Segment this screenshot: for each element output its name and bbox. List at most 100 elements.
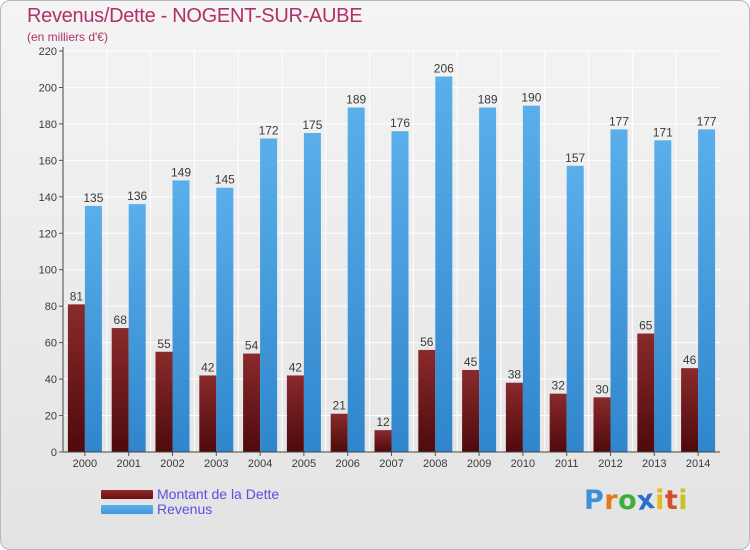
x-tick-label-2001: 2001	[116, 458, 140, 470]
labels-layer: 81 135 68 136 55 149 42 145 54 172 42 175 21 189 12 176…	[70, 62, 717, 430]
data-label-dette-2001: 68	[114, 313, 128, 327]
x-tick-label-2011: 2011	[555, 458, 579, 470]
bar-revenus-2012	[610, 129, 628, 453]
y-tick-label: 60	[45, 338, 57, 350]
y-tick-label: 140	[39, 192, 57, 204]
logo-letter: r	[604, 485, 619, 516]
legend-swatch-revenus	[101, 505, 153, 514]
data-label-revenus-2006: 189	[346, 93, 366, 107]
x-tick-label-2013: 2013	[642, 458, 666, 470]
data-label-revenus-2008: 206	[434, 62, 454, 76]
x-tick-label-2008: 2008	[423, 458, 447, 470]
data-label-revenus-2014: 177	[697, 114, 717, 128]
data-label-revenus-2011: 157	[565, 151, 585, 165]
data-label-revenus-2003: 145	[215, 173, 235, 187]
x-tick-label-2002: 2002	[160, 458, 184, 470]
bar-revenus-2005	[303, 133, 321, 453]
data-label-dette-2006: 21	[333, 399, 347, 413]
data-label-dette-2007: 12	[376, 415, 390, 429]
bar-dette-2009	[462, 369, 480, 452]
y-tick-label: 20	[45, 411, 57, 423]
x-tick-label-2010: 2010	[511, 458, 535, 470]
bar-dette-2003	[199, 375, 217, 452]
bar-revenus-2001	[128, 204, 146, 452]
x-tick-label-2000: 2000	[73, 458, 97, 470]
data-label-dette-2014: 46	[683, 353, 697, 367]
data-label-revenus-2005: 175	[302, 118, 322, 132]
data-label-dette-2009: 45	[464, 355, 478, 369]
x-tick-label-2007: 2007	[379, 458, 403, 470]
logo-letter: i	[655, 485, 665, 516]
data-label-dette-2012: 30	[595, 382, 609, 396]
data-label-dette-2005: 42	[289, 360, 303, 374]
data-label-revenus-2007: 176	[390, 116, 410, 130]
bar-revenus-2007	[391, 131, 409, 452]
y-tick-label: 120	[39, 228, 57, 240]
data-label-revenus-2004: 172	[259, 123, 279, 137]
data-label-dette-2004: 54	[245, 339, 259, 353]
legend-swatch-dette	[101, 490, 153, 499]
y-tick-label: 180	[39, 119, 57, 131]
y-tick-label: 0	[51, 447, 57, 459]
legend-label-revenus: Revenus	[157, 501, 213, 517]
bar-revenus-2011	[566, 165, 584, 452]
axis-layer: 0 20 40 60 80 100 120 140 160 180 200 220 2000 2001 20…	[39, 46, 720, 470]
y-tick-label: 40	[45, 374, 57, 386]
bar-revenus-2013	[654, 140, 672, 452]
data-label-revenus-2001: 136	[127, 189, 147, 203]
data-label-dette-2000: 81	[70, 289, 84, 303]
bar-dette-2005	[286, 375, 304, 452]
x-tick-label-2005: 2005	[292, 458, 316, 470]
bar-dette-2004	[243, 353, 261, 452]
bar-revenus-2010	[522, 105, 540, 452]
data-label-revenus-2002: 149	[171, 165, 191, 179]
bar-dette-2000	[67, 304, 85, 452]
bar-dette-2008	[418, 349, 436, 452]
bar-dette-2010	[505, 382, 523, 452]
logo-letter: x	[635, 483, 658, 518]
bar-dette-2013	[637, 333, 655, 452]
bar-revenus-2008	[435, 76, 453, 452]
x-tick-label-2006: 2006	[335, 458, 359, 470]
bar-dette-2007	[374, 430, 392, 452]
chart-subtitle: (en milliers d'€)	[27, 30, 108, 44]
y-tick-label: 200	[39, 82, 57, 94]
data-label-dette-2002: 55	[157, 337, 171, 351]
legend-item-dette: Montant de la Dette	[101, 487, 279, 502]
legend-item-revenus: Revenus	[101, 502, 279, 517]
proxiti-logo: Proxiti	[584, 483, 689, 518]
bar-revenus-2002	[172, 180, 190, 452]
data-label-revenus-2010: 190	[521, 91, 541, 105]
y-tick-label: 220	[39, 46, 57, 58]
data-label-revenus-2013: 171	[653, 125, 673, 139]
bars-layer	[67, 76, 716, 453]
data-label-dette-2013: 65	[639, 319, 653, 333]
legend-label-dette: Montant de la Dette	[157, 486, 280, 502]
x-tick-label-2004: 2004	[248, 458, 272, 470]
bar-dette-2014	[681, 368, 699, 452]
y-tick-label: 100	[39, 265, 57, 277]
data-label-dette-2008: 56	[420, 335, 434, 349]
x-tick-label-2012: 2012	[598, 458, 622, 470]
logo-letter: i	[678, 485, 689, 516]
bar-dette-2002	[155, 351, 173, 452]
y-tick-label: 160	[39, 155, 57, 167]
x-tick-label-2009: 2009	[467, 458, 491, 470]
logo-letter: t	[664, 485, 679, 516]
data-label-dette-2003: 42	[201, 360, 215, 374]
x-tick-label-2014: 2014	[686, 458, 710, 470]
chart-title: Revenus/Dette - NOGENT-SUR-AUBE	[27, 5, 363, 27]
bar-revenus-2004	[260, 138, 278, 452]
bar-dette-2006	[330, 413, 348, 452]
bar-dette-2012	[593, 397, 611, 452]
logo-letter: P	[584, 485, 605, 516]
bar-dette-2011	[549, 393, 567, 452]
data-label-revenus-2000: 135	[83, 191, 103, 205]
bar-revenus-2003	[216, 187, 234, 453]
bar-revenus-2000	[84, 205, 102, 452]
data-label-revenus-2009: 189	[478, 93, 498, 107]
data-label-revenus-2012: 177	[609, 114, 629, 128]
data-label-dette-2010: 38	[508, 368, 522, 382]
bar-revenus-2014	[698, 129, 716, 453]
bar-dette-2001	[111, 328, 129, 452]
